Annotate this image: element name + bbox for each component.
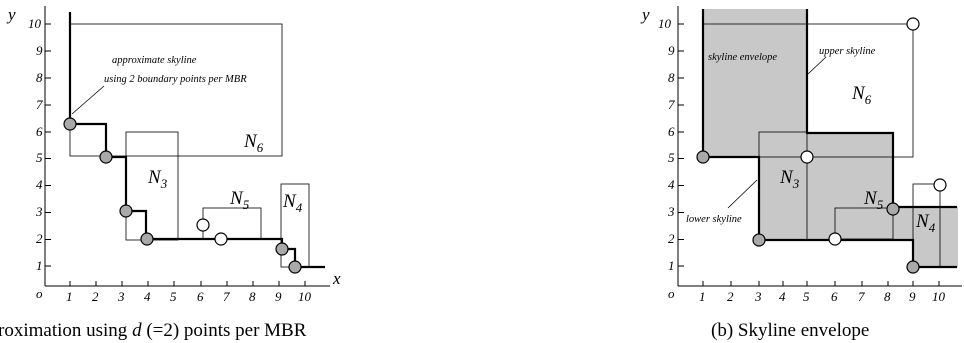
right-x-tick-6: 6: [831, 289, 838, 304]
left-y-tick-6: 6: [36, 124, 43, 139]
right-y-tick-7: 7: [668, 97, 675, 112]
left-x-tick-3: 3: [117, 289, 125, 304]
right-y-tick-1: 1: [668, 258, 675, 273]
right-label-lower-skyline: lower skyline: [686, 214, 742, 225]
left-y-tick-7: 7: [36, 97, 43, 112]
right-y-tick-6: 6: [668, 124, 675, 139]
right-x-tick-7: 7: [858, 289, 865, 304]
left-x-tick-10: 10: [298, 289, 312, 304]
left-annotation-line2: using 2 boundary points per MBR: [104, 74, 247, 85]
left-x-tick-6: 6: [197, 289, 204, 304]
right-x-tick-5: 5: [803, 289, 810, 304]
left-y-tick-2: 2: [36, 231, 43, 246]
right-label-n6: N6: [851, 83, 872, 107]
left-point-open: [214, 232, 228, 246]
left-point-filled: [63, 117, 77, 131]
right-y-ticks: [678, 23, 684, 267]
left-point-filled: [119, 204, 133, 218]
right-point-open: [906, 17, 920, 31]
right-label-skyline-envelope: skyline envelope: [708, 52, 777, 63]
left-y-tick-10: 10: [28, 16, 42, 31]
right-x-tick-10: 10: [932, 289, 946, 304]
left-origin-label: o: [36, 286, 43, 301]
right-y-label: y: [640, 5, 650, 24]
left-point-filled: [275, 242, 289, 256]
right-y-tick-2: 2: [668, 231, 675, 246]
left-y-tick-5: 5: [36, 150, 43, 165]
left-x-tick-1: 1: [66, 289, 73, 304]
right-y-tick-5: 5: [668, 150, 675, 165]
left-label-n4: N4: [282, 191, 303, 215]
left-point-open: [196, 218, 210, 232]
left-point-filled: [99, 150, 113, 164]
right-x-tick-3: 3: [754, 289, 762, 304]
left-annotation-pointer: [71, 85, 105, 115]
left-x-ticks: [69, 281, 306, 286]
right-label-n4: N4: [915, 211, 936, 235]
left-x-tick-2: 2: [92, 289, 99, 304]
left-label-n5: N5: [229, 188, 250, 212]
left-label-n3: N3: [147, 167, 168, 191]
right-label-n5: N5: [863, 188, 884, 212]
right-upper-skyline: [805, 9, 957, 209]
right-origin-label: o: [668, 286, 675, 301]
left-point-filled: [288, 260, 302, 274]
right-panel: y o 1 2 3 4 5 6 7 8 9 10 1 2 3 4 5 6 7 8…: [640, 5, 962, 341]
right-caption: (b) Skyline envelope: [711, 320, 869, 341]
left-annotation-line1: approximate skyline: [112, 55, 197, 66]
left-label-n6: N6: [243, 131, 264, 155]
left-y-ticks: [45, 23, 51, 267]
right-y-tick-9: 9: [668, 43, 675, 58]
right-x-tick-4: 4: [779, 289, 786, 304]
left-x-tick-4: 4: [144, 289, 151, 304]
right-x-tick-1: 1: [699, 289, 706, 304]
right-x-tick-2: 2: [727, 289, 734, 304]
left-panel: y x o 1 2 3 4 5 6 7 8 9 10 1 2 3 4 5 6 7…: [0, 5, 341, 341]
right-y-tick-10: 10: [658, 16, 672, 31]
right-point-open: [933, 178, 947, 192]
left-x-tick-7: 7: [223, 289, 230, 304]
left-caption: roximation using d (=2) points per MBR: [0, 320, 307, 341]
right-point-filled: [696, 150, 710, 164]
right-lower-skyline-pointer: [727, 179, 758, 209]
right-point-filled: [752, 233, 766, 247]
left-y-tick-1: 1: [36, 258, 43, 273]
left-x-tick-8: 8: [249, 289, 256, 304]
right-x-tick-8: 8: [884, 289, 891, 304]
left-y-tick-8: 8: [36, 70, 43, 85]
left-y-tick-4: 4: [36, 177, 43, 192]
left-y-tick-3: 3: [35, 204, 43, 219]
right-y-tick-8: 8: [668, 70, 675, 85]
right-upper-skyline-pointer: [807, 56, 827, 75]
right-y-tick-4: 4: [668, 177, 675, 192]
right-point-filled: [886, 202, 900, 216]
right-point-open: [800, 150, 814, 164]
right-point-open: [828, 232, 842, 246]
left-mbr-n5: [202, 207, 262, 240]
right-x-ticks: [702, 281, 940, 286]
left-approx-skyline: [68, 12, 325, 269]
right-x-tick-9: 9: [909, 289, 916, 304]
left-x-tick-9: 9: [275, 289, 282, 304]
right-y-tick-3: 3: [667, 204, 675, 219]
left-x-tick-5: 5: [170, 289, 177, 304]
right-label-n3: N3: [779, 167, 800, 191]
left-x-label: x: [332, 269, 341, 288]
left-point-filled: [140, 232, 154, 246]
right-skyline-envelope-shade: [703, 9, 958, 267]
right-point-filled: [906, 260, 920, 274]
left-y-tick-9: 9: [36, 43, 43, 58]
left-y-label: y: [6, 5, 16, 24]
right-label-upper-skyline: upper skyline: [819, 46, 876, 57]
